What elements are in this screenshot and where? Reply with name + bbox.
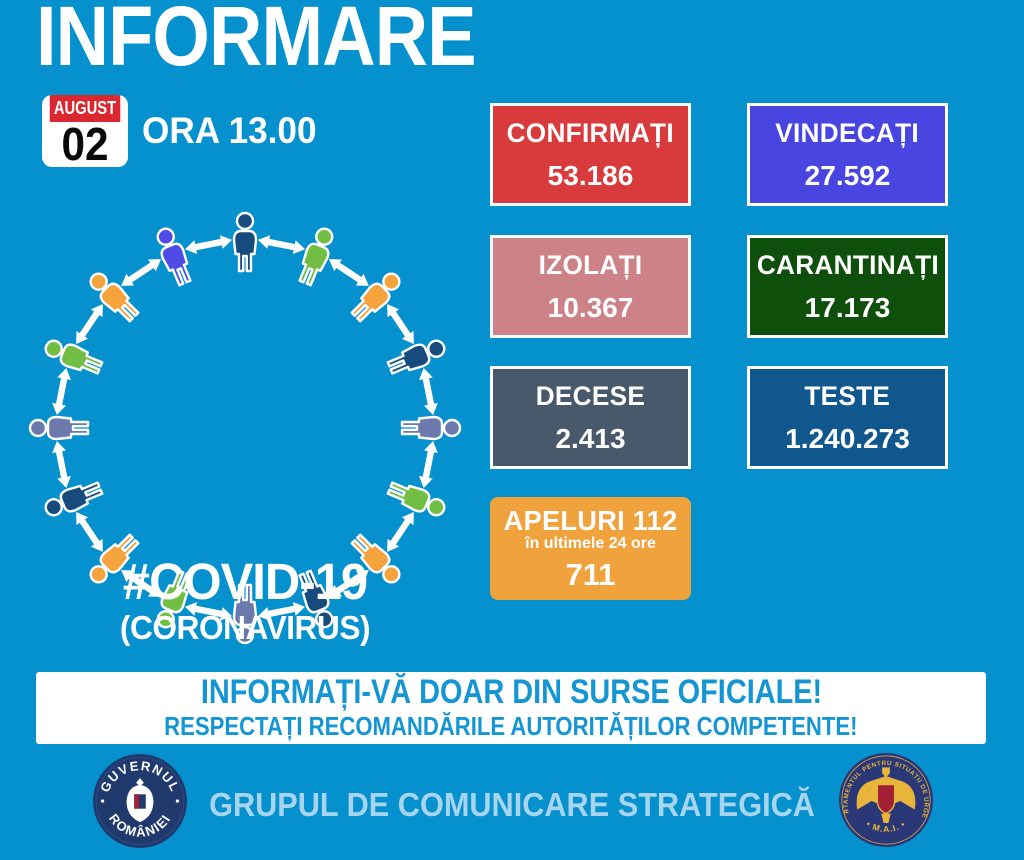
stat-apeluri-sublabel: în ultimele 24 ore [525, 534, 656, 552]
banner-line-1: INFORMAȚI-VĂ DOAR DIN SURSE OFICIALE! [200, 673, 822, 712]
person-icon [89, 533, 140, 584]
official-sources-banner: INFORMAȚI-VĂ DOAR DIN SURSE OFICIALE! RE… [36, 672, 986, 744]
stat-teste-value: 1.240.273 [785, 422, 910, 454]
person-icon [44, 339, 104, 375]
time-label: ORA 13.00 [142, 110, 317, 151]
person-icon [386, 339, 446, 375]
dsu-eagle-emblem [856, 767, 916, 824]
stat-decese-label: DECESE [535, 380, 646, 411]
double-arrow-icon [76, 304, 103, 345]
double-arrow-icon [328, 570, 369, 597]
coronavirus-subtitle: (CORONAVIRUS) [119, 608, 371, 646]
person-icon [350, 272, 401, 323]
person-icon [44, 481, 104, 517]
banner-line-2: RESPECTAȚI RECOMANDĂRILE AUTORITĂȚILOR C… [164, 710, 858, 741]
stat-izolati-value: 10.367 [547, 291, 634, 323]
stat-decese: DECESE 2.413 [490, 366, 691, 469]
double-arrow-icon [418, 367, 438, 416]
double-arrow-icon [52, 440, 72, 489]
poster-title: INFORMARE [36, 0, 477, 83]
double-arrow-icon [257, 235, 306, 255]
person-icon [298, 569, 334, 629]
stat-apeluri-112: APELURI 112 în ultimele 24 ore 711 [490, 497, 691, 600]
calendar-icon: AUGUST 02 [42, 95, 128, 167]
svg-text:• M.A.I. •: • M.A.I. • [864, 819, 907, 834]
double-arrow-icon [257, 601, 306, 621]
covid-hashtag: #COVID-19 [122, 553, 368, 610]
stat-teste: TESTE 1.240.273 [747, 366, 948, 469]
double-arrow-icon [328, 259, 369, 286]
person-icon [386, 481, 446, 517]
seal-right-bottom-text: • M.A.I. • [864, 819, 906, 834]
stat-carantinati: CARANTINAȚI 17.173 [747, 235, 948, 338]
people-circle-graphic [28, 211, 462, 645]
stat-vindecati-value: 27.592 [804, 159, 891, 191]
guvernul-romaniei-seal: GUVERNUL ROMÂNIEI [92, 753, 188, 849]
romania-eagle-emblem [126, 777, 154, 823]
double-arrow-icon [52, 367, 72, 416]
footer-strategic-group: GRUPUL DE COMUNICARE STRATEGICĂ [209, 786, 815, 823]
person-icon [350, 533, 401, 584]
stat-izolati-label: IZOLAȚI [538, 249, 643, 280]
stat-apeluri-value: 711 [565, 556, 616, 592]
double-arrow-icon [418, 440, 438, 489]
calendar-day: 02 [61, 118, 109, 167]
person-icon [156, 569, 192, 629]
calendar-month: AUGUST [49, 95, 121, 122]
person-icon [298, 227, 334, 287]
double-arrow-icon [387, 304, 414, 345]
stat-carantinati-value: 17.173 [804, 291, 891, 323]
stat-confirmati-label: CONFIRMAȚI [506, 117, 675, 148]
stat-decese-value: 2.413 [555, 422, 626, 454]
double-arrow-icon [184, 601, 233, 621]
person-icon [232, 211, 258, 273]
double-arrow-icon [76, 511, 103, 552]
stat-confirmati-value: 53.186 [547, 159, 634, 191]
stat-apeluri-label: APELURI 112 [503, 504, 678, 536]
person-icon [156, 227, 192, 287]
stat-confirmati: CONFIRMAȚI 53.186 [490, 103, 691, 206]
covid-center-text: #COVID-19 (CORONAVIRUS) [40, 555, 450, 646]
double-arrow-icon [184, 235, 233, 255]
person-icon [232, 583, 258, 645]
stat-izolati: IZOLAȚI 10.367 [490, 235, 691, 338]
covid-circle-diagram: #COVID-19 (CORONAVIRUS) [0, 183, 490, 673]
stat-carantinati-label: CARANTINAȚI [756, 249, 939, 280]
person-icon [89, 272, 140, 323]
person-icon [28, 415, 90, 441]
double-arrow-icon [121, 570, 162, 597]
double-arrow-icon [121, 259, 162, 286]
dsu-mai-seal: DEPARTAMENTUL PENTRU SITUAȚII DE URGENȚĂ… [838, 752, 934, 848]
double-arrow-icon [387, 511, 414, 552]
person-icon [400, 415, 462, 441]
stat-teste-label: TESTE [804, 380, 891, 411]
stat-vindecati: VINDECAȚI 27.592 [747, 103, 948, 206]
stat-vindecati-label: VINDECAȚI [775, 117, 920, 148]
